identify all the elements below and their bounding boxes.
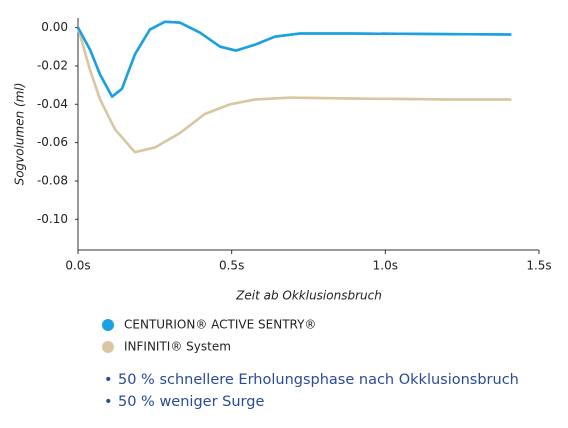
series-line — [76, 20, 512, 98]
legend-marker — [102, 319, 114, 331]
y-tick-label: 0.00 — [41, 20, 68, 34]
bullet-dot: • — [104, 394, 113, 410]
x-tick-label: 1.5s — [526, 259, 551, 273]
y-tick-label: -0.04 — [37, 97, 68, 111]
x-axis-title: Zeit ab Okklusionsbruch — [235, 289, 382, 303]
x-tick-label: 0.0s — [65, 259, 90, 273]
series-line — [76, 27, 512, 154]
legend-marker — [102, 341, 114, 353]
y-tick-label: -0.08 — [37, 173, 68, 187]
y-axis-title: Sogvolumen (ml) — [13, 83, 27, 186]
y-tick-label: -0.10 — [37, 212, 68, 226]
legend-label: CENTURION® ACTIVE SENTRY® — [124, 318, 316, 332]
x-tick-label: 1.0s — [373, 259, 398, 273]
y-tick-label: -0.06 — [37, 135, 68, 149]
bullet-text: 50 % weniger Surge — [118, 394, 264, 410]
series-line — [76, 27, 512, 154]
bullet-dot: • — [104, 372, 113, 388]
y-tick-label: -0.02 — [37, 58, 68, 72]
x-tick-label: 0.5s — [219, 259, 244, 273]
bullet-text: 50 % schnellere Erholungsphase nach Okkl… — [118, 372, 519, 388]
legend-label: INFINITI® System — [124, 340, 231, 354]
